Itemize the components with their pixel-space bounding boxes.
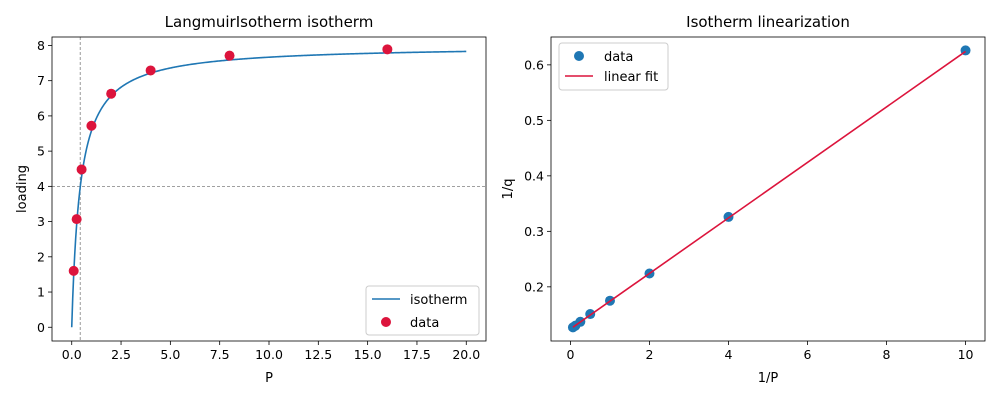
right-y-tick-label: 0.3 (524, 224, 544, 239)
left-data-point (382, 44, 393, 55)
right-x-tick-label: 6 (804, 347, 812, 362)
left-y-tick-label: 3 (37, 214, 45, 229)
left-x-tick-label: 20.0 (452, 347, 480, 362)
left-data-point (145, 65, 156, 76)
right-ticks: 0 2 4 6 8 10 0.2 0.3 0.4 0.5 0.6 (524, 57, 973, 362)
left-chart: 0.0 2.5 5.0 7.5 10.0 12.5 15.0 17.5 20.0 0 1 2 3 4 5 6 7… (15, 13, 487, 386)
left-x-tick-label: 7.5 (210, 347, 230, 362)
linear-fit-line (572, 50, 966, 328)
right-x-axis-label: 1/P (758, 371, 779, 386)
left-y-axis-label: loading (15, 165, 30, 213)
left-y-tick-label: 8 (37, 38, 45, 53)
right-legend-box (558, 42, 669, 91)
right-marks (567, 45, 971, 333)
left-data-point (68, 265, 79, 276)
right-legend-data-swatch (574, 51, 584, 61)
right-x-tick-label: 2 (646, 347, 654, 362)
left-legend-data-swatch (381, 317, 391, 327)
right-chart-title: Isotherm linearization (686, 13, 850, 31)
left-legend: isotherm data (365, 285, 480, 336)
left-chart-title: LangmuirIsotherm isotherm (165, 13, 374, 31)
right-legend: data linear fit (558, 42, 669, 91)
right-x-tick-label: 10 (958, 347, 974, 362)
right-axes-frame (550, 36, 986, 342)
left-y-tick-label: 0 (37, 320, 45, 335)
right-legend-fit-label: linear fit (604, 70, 658, 85)
left-data-point (86, 120, 97, 131)
left-ticks: 0.0 2.5 5.0 7.5 10.0 12.5 15.0 17.5 20.0 0 1 2 3 4 5 6 7… (37, 38, 480, 362)
right-legend-data-label: data (604, 50, 633, 65)
left-y-tick-label: 2 (37, 249, 45, 264)
left-legend-isotherm-label: isotherm (410, 293, 467, 308)
left-legend-data-label: data (410, 316, 439, 331)
right-y-axis-label: 1/q (501, 179, 516, 200)
left-x-tick-label: 10.0 (255, 347, 283, 362)
left-y-tick-label: 7 (37, 73, 45, 88)
isotherm-line (70, 50, 467, 328)
left-data-point (224, 50, 235, 61)
left-y-tick-label: 5 (37, 144, 45, 159)
left-x-tick-label: 12.5 (304, 347, 332, 362)
left-x-tick-label: 5.0 (160, 347, 180, 362)
left-marks (68, 44, 467, 328)
right-x-tick-label: 8 (883, 347, 891, 362)
left-x-tick-label: 17.5 (403, 347, 431, 362)
left-x-tick-label: 15.0 (354, 347, 382, 362)
left-data-point (76, 164, 87, 175)
right-chart: 0 2 4 6 8 10 0.2 0.3 0.4 0.5 0.6 Isotherm lineariz… (501, 13, 986, 386)
left-x-tick-label: 0.0 (62, 347, 82, 362)
right-x-tick-label: 4 (725, 347, 733, 362)
right-y-tick-label: 0.6 (524, 57, 544, 72)
right-x-tick-label: 0 (566, 347, 574, 362)
right-y-tick-label: 0.2 (524, 279, 544, 294)
left-y-tick-label: 1 (37, 285, 45, 300)
right-y-tick-label: 0.4 (524, 168, 544, 183)
left-data-point (71, 214, 82, 225)
left-y-tick-label: 6 (37, 108, 45, 123)
left-x-axis-label: P (265, 371, 273, 386)
left-x-tick-label: 2.5 (111, 347, 131, 362)
left-y-tick-label: 4 (37, 179, 45, 194)
right-y-tick-label: 0.5 (524, 113, 544, 128)
left-data-point (106, 88, 117, 99)
